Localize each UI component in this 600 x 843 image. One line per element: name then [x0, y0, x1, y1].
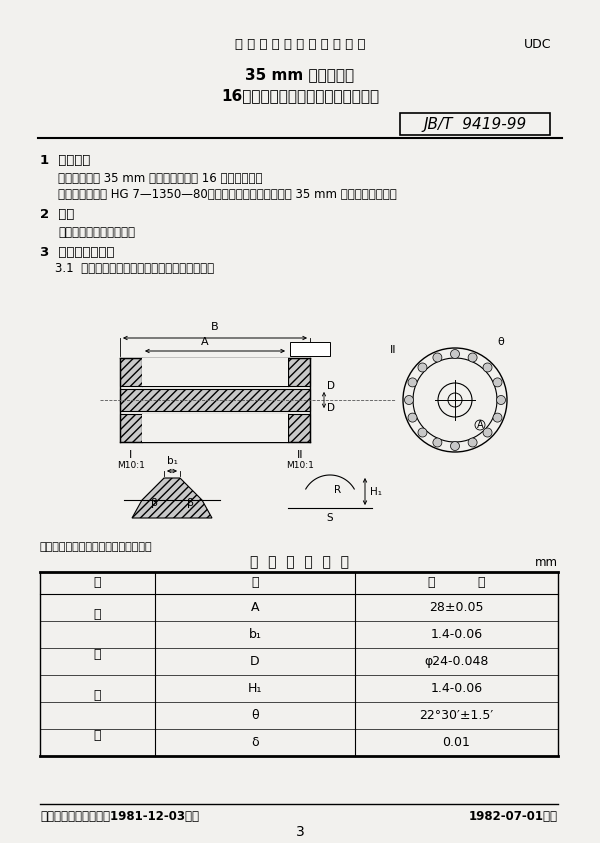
Circle shape — [448, 393, 462, 407]
Text: 寸: 寸 — [94, 729, 101, 742]
Text: A: A — [251, 601, 259, 614]
Text: 间歇齿轮采用圆弧齿形。: 间歇齿轮采用圆弧齿形。 — [58, 225, 135, 239]
Text: 间  歇  齿  轮  尺  寸: 间 歇 齿 轮 尺 寸 — [251, 555, 349, 569]
Bar — [290, 342, 330, 356]
Text: β: β — [151, 498, 157, 508]
Text: / δ: / δ — [295, 345, 305, 353]
Text: A: A — [320, 345, 326, 353]
Circle shape — [404, 395, 413, 405]
Circle shape — [408, 413, 417, 422]
Text: 28±0.05: 28±0.05 — [429, 601, 484, 614]
Bar — [120, 389, 310, 411]
Text: δ: δ — [251, 736, 259, 749]
Text: 3: 3 — [296, 825, 304, 839]
Circle shape — [493, 378, 502, 387]
Text: H₁: H₁ — [370, 486, 382, 497]
Text: D: D — [250, 655, 260, 668]
Circle shape — [408, 378, 417, 387]
Circle shape — [413, 358, 497, 442]
Text: 准: 准 — [94, 648, 101, 661]
Circle shape — [468, 353, 477, 362]
Text: UDC: UDC — [524, 39, 552, 51]
Text: 35 mm 电影放映机: 35 mm 电影放映机 — [245, 67, 355, 83]
Text: M10:1: M10:1 — [117, 460, 145, 470]
Text: 22°30′±1.5′: 22°30′±1.5′ — [419, 709, 494, 722]
Circle shape — [438, 383, 472, 417]
Text: II: II — [297, 450, 303, 460]
Text: 数: 数 — [428, 577, 435, 589]
Text: 1.4-0.06: 1.4-0.06 — [430, 628, 482, 641]
Text: D: D — [327, 381, 335, 391]
Circle shape — [433, 353, 442, 362]
Bar — [120, 358, 142, 386]
Text: 中 华 人 民 共 和 国 专 业 标 准: 中 华 人 民 共 和 国 专 业 标 准 — [235, 39, 365, 51]
Bar — [142, 358, 288, 386]
Text: 尺: 尺 — [94, 577, 101, 589]
Text: II: II — [390, 345, 396, 355]
Text: H₁: H₁ — [248, 682, 262, 695]
Text: β: β — [187, 498, 193, 508]
Text: R: R — [334, 485, 341, 495]
Text: B: B — [211, 322, 219, 332]
Text: 尺: 尺 — [94, 689, 101, 701]
Text: mm: mm — [535, 556, 558, 568]
Circle shape — [468, 438, 477, 447]
Text: JB/T  9419-99: JB/T 9419-99 — [424, 116, 527, 132]
Circle shape — [418, 363, 427, 372]
Text: 2  齿形: 2 齿形 — [40, 208, 74, 222]
Text: 注：本图不表示间歇齿轮的具体结构。: 注：本图不表示间歇齿轮的具体结构。 — [40, 542, 152, 552]
Bar — [400, 113, 550, 135]
Text: 影片片孔应符合 HG 7—1350—80《电影胶片尺寸》中的关于 35 mm 影片片孔的规定。: 影片片孔应符合 HG 7—1350—80《电影胶片尺寸》中的关于 35 mm 影… — [58, 187, 397, 201]
Text: 本标准适用于 35 mm 电影放映机上的 16 牙间歇齿轮。: 本标准适用于 35 mm 电影放映机上的 16 牙间歇齿轮。 — [58, 171, 263, 185]
Text: I: I — [130, 450, 133, 460]
Bar — [120, 414, 142, 442]
Bar — [288, 414, 310, 442]
Text: b₁: b₁ — [167, 456, 178, 466]
Text: M10:1: M10:1 — [286, 460, 314, 470]
Text: 1  适用范围: 1 适用范围 — [40, 153, 91, 167]
Text: 标: 标 — [94, 608, 101, 620]
Text: θ: θ — [251, 709, 259, 722]
Text: 1.4-0.06: 1.4-0.06 — [430, 682, 482, 695]
Circle shape — [403, 348, 507, 452]
Circle shape — [451, 442, 460, 450]
Bar — [142, 414, 288, 442]
Text: S: S — [326, 513, 334, 523]
Text: φ24-0.048: φ24-0.048 — [424, 655, 488, 668]
Circle shape — [483, 363, 492, 372]
Text: D: D — [327, 403, 335, 413]
Circle shape — [493, 413, 502, 422]
Text: 3  主要尺寸和精度: 3 主要尺寸和精度 — [40, 246, 115, 260]
Polygon shape — [132, 478, 212, 518]
Bar — [288, 358, 310, 386]
Text: 值: 值 — [478, 577, 485, 589]
Text: 国家仪器仪表工业总局1981-12-03发布: 国家仪器仪表工业总局1981-12-03发布 — [40, 810, 199, 824]
Circle shape — [418, 428, 427, 437]
Circle shape — [497, 395, 505, 405]
Circle shape — [483, 428, 492, 437]
Text: 1982-07-01实施: 1982-07-01实施 — [469, 810, 558, 824]
Text: 16牙间歇齿轮齿形、主要尺寸和精度: 16牙间歇齿轮齿形、主要尺寸和精度 — [221, 89, 379, 104]
Text: θ: θ — [497, 337, 505, 347]
Text: 0.01: 0.01 — [443, 736, 470, 749]
Circle shape — [451, 350, 460, 358]
Text: b₁: b₁ — [248, 628, 262, 641]
Text: A: A — [476, 420, 484, 430]
Circle shape — [433, 438, 442, 447]
Text: 3.1  间歇齿轮的标准尺寸和推荐尺寸见图及表。: 3.1 间歇齿轮的标准尺寸和推荐尺寸见图及表。 — [55, 262, 214, 276]
Text: 寸: 寸 — [251, 577, 259, 589]
Text: A: A — [201, 337, 209, 347]
